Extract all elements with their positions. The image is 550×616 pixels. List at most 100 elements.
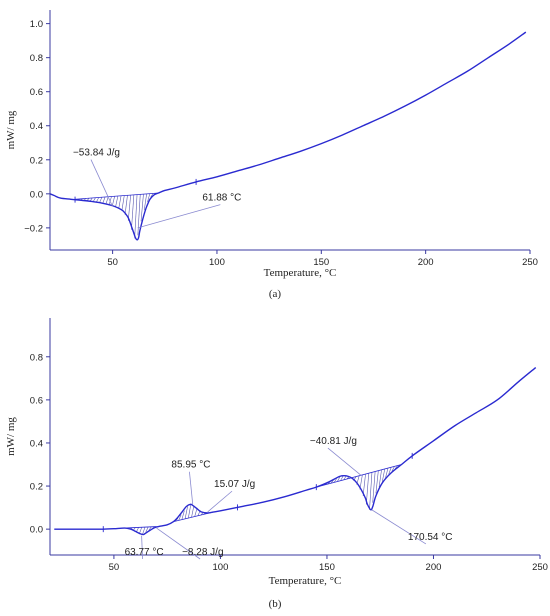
panel-a-y-ticks: −0.2 0.0 0.2 0.4 0.6 0.8 1.0 <box>24 19 50 234</box>
panel-b-y-axis-label: mW/ mg <box>5 417 17 456</box>
hatch-line <box>124 195 128 215</box>
annotation-leader <box>371 509 427 545</box>
hatch-line <box>372 471 376 503</box>
x-tick-label: 150 <box>313 257 329 268</box>
panel-b-x-ticks: 50 100 150 200 250 <box>109 555 548 573</box>
panel-a-x-axis-label: Temperature, °C <box>264 267 337 279</box>
hatch-line <box>111 196 115 207</box>
y-tick-label: 0.6 <box>30 87 43 98</box>
y-tick-label: 0.2 <box>30 155 43 166</box>
panel-a-hatch <box>76 192 157 239</box>
panel-b-y-ticks: 0.0 0.2 0.4 0.6 0.8 <box>30 352 50 536</box>
hatch-line <box>184 506 188 519</box>
annotation-leader <box>137 204 221 229</box>
hatch-line <box>121 195 125 211</box>
x-tick-label: 250 <box>522 257 538 268</box>
hatch-line <box>145 526 149 533</box>
annotation: −8.28 J/g <box>156 527 224 560</box>
y-tick-label: 0.6 <box>30 395 43 406</box>
annotation: 85.95 °C <box>171 460 210 505</box>
panel-b-x-axis-label: Temperature, °C <box>269 575 342 587</box>
hatch-line <box>340 475 344 481</box>
x-tick-label: 50 <box>109 562 120 573</box>
hatch-line <box>127 195 131 221</box>
integration-baseline <box>316 464 402 488</box>
annotation-label: −8.28 J/g <box>182 547 223 558</box>
annotation: 61.88 °C <box>137 193 241 229</box>
annotation: 63.77 °C <box>125 535 164 560</box>
hatch-line <box>140 194 144 222</box>
x-tick-label: 200 <box>426 562 442 573</box>
panel-a-caption: (a) <box>269 288 282 300</box>
hatch-line <box>191 505 195 518</box>
hatch-line <box>148 526 152 531</box>
panel-b-annotations: 63.77 °C −8.28 J/g 85.95 °C 15.07 J/g −40.81… <box>125 436 453 560</box>
panel-a-baseline <box>75 192 159 200</box>
annotation-leader <box>141 535 143 560</box>
hatch-line <box>143 193 147 211</box>
hatch-line <box>369 472 373 510</box>
annotation-label: 170.54 °C <box>408 532 453 543</box>
x-tick-label: 150 <box>319 562 335 573</box>
annotation: −40.81 J/g <box>310 436 362 476</box>
annotation: −53.84 J/g <box>73 148 120 207</box>
annotation-leader <box>90 159 113 207</box>
hatch-line <box>391 466 395 472</box>
hatch-line <box>394 465 398 469</box>
integration-baseline <box>124 526 157 529</box>
panel-a: −0.2 0.0 0.2 0.4 0.6 0.8 1.0 50 100 150 200 250 −5… <box>5 10 538 300</box>
y-tick-label: 0.2 <box>30 482 43 493</box>
hatch-line <box>188 504 192 518</box>
hatch-line <box>337 476 341 482</box>
hatch-line <box>375 470 379 494</box>
hatch-line <box>178 514 182 521</box>
hatch-line <box>330 479 334 484</box>
y-tick-label: 0.4 <box>30 121 43 132</box>
hatch-line <box>131 194 135 230</box>
y-tick-label: 0.8 <box>30 352 43 363</box>
hatch-line <box>334 478 337 483</box>
hatch-line <box>378 470 382 487</box>
y-tick-label: 0.0 <box>30 189 43 200</box>
annotation-label: 61.88 °C <box>202 193 241 204</box>
panel-b-dsc-curve <box>54 367 537 536</box>
y-tick-label: 1.0 <box>30 19 43 30</box>
annotation-label: 63.77 °C <box>125 547 164 558</box>
hatch-line <box>134 194 138 239</box>
hatch-line <box>142 527 146 535</box>
y-tick-label: −0.2 <box>24 223 43 234</box>
hatch-line <box>388 467 392 475</box>
annotation-label: 15.07 J/g <box>214 479 255 490</box>
hatch-line <box>99 197 103 204</box>
panel-b-curve-marks <box>102 452 413 533</box>
hatch-line <box>102 196 106 204</box>
x-tick-label: 100 <box>209 257 225 268</box>
annotation-leader <box>189 471 194 505</box>
hatch-line <box>175 518 179 522</box>
hatch-line <box>105 196 109 205</box>
x-tick-label: 250 <box>532 562 548 573</box>
annotation: 170.54 °C <box>371 509 453 545</box>
x-tick-label: 100 <box>213 562 229 573</box>
hatch-line <box>181 510 185 520</box>
y-tick-label: 0.4 <box>30 438 43 449</box>
hatch-line <box>147 193 151 203</box>
hatch-region <box>321 464 401 510</box>
panel-a-y-axis-label: mW/ mg <box>5 110 17 149</box>
hatch-line <box>150 193 154 198</box>
annotation-label: −53.84 J/g <box>73 148 120 159</box>
annotation-label: −40.81 J/g <box>310 436 357 447</box>
hatch-line <box>362 474 366 496</box>
hatch-line <box>366 473 370 505</box>
hatch-line <box>137 194 141 236</box>
hatch-line <box>139 527 143 534</box>
x-tick-label: 50 <box>107 257 118 268</box>
annotation-leader <box>207 490 233 513</box>
panel-b-caption: (b) <box>269 598 282 610</box>
annotation: 15.07 J/g <box>207 479 255 513</box>
hatch-region <box>76 192 157 239</box>
y-tick-label: 0.8 <box>30 53 43 64</box>
hatch-line <box>382 469 385 482</box>
panel-a-annotations: −53.84 J/g 61.88 °C <box>73 148 241 229</box>
